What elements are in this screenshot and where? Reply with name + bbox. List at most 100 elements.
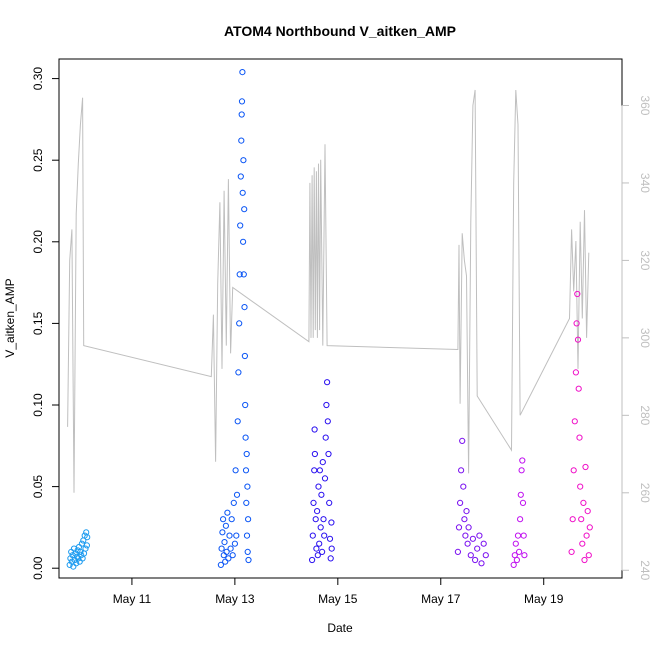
data-point-series-2 [233,491,241,498]
data-point-series-3 [311,450,318,458]
data-point-series-4 [480,540,487,547]
data-point-series-1 [77,548,84,556]
data-point-series-2 [221,539,228,546]
data-point-series-3 [315,483,322,490]
data-point-series-2 [238,137,245,144]
data-point-series-2 [239,69,246,76]
data-point-series-4 [467,552,474,559]
x-axis: May 11 May 13 May 15 May 17 May 19 [113,577,564,606]
data-point-series-6 [585,552,592,559]
y2-tick-label: 300 [638,328,650,348]
data-point-series-3 [327,555,334,562]
data-point-series-6 [580,499,587,506]
y2-tick-label: 340 [638,173,650,193]
data-point-series-2 [226,532,233,539]
data-point-series-5 [518,467,525,474]
data-point-series-3 [328,519,335,526]
data-point-series-2 [242,401,249,409]
data-point-series-2 [217,561,224,569]
data-point-series-2 [244,483,251,490]
y-axis: 0.00 0.05 0.10 0.15 0.20 0.25 0.30 [31,67,60,580]
x-tick-label: May 19 [524,592,564,606]
data-point-series-2 [241,304,248,311]
data-point-series-3 [319,459,326,466]
y-tick-label: 0.00 [31,556,45,580]
data-point-series-2 [229,552,236,559]
data-point-series-2 [243,499,250,506]
data-point-series-2 [242,434,249,441]
data-point-series-2 [234,418,241,425]
data-point-series-3 [309,532,316,539]
data-point-series-5 [512,540,519,547]
data-point-series-2 [225,555,232,562]
data-point-series-1 [75,543,83,551]
y2-tick-label: 320 [638,250,650,270]
data-point-series-6 [583,532,590,539]
data-point-series-2 [237,173,244,180]
data-point-series-2 [240,271,247,278]
data-point-series-5 [516,548,523,556]
x-tick-label: May 13 [215,592,255,606]
data-point-series-2 [243,450,250,458]
data-point-series-4 [482,552,489,559]
data-point-series-3 [313,545,320,552]
data-point-series-3 [328,545,335,552]
data-point-series-6 [568,548,575,556]
data-point-series-2 [239,189,246,196]
data-point-series-4 [461,516,468,523]
data-point-series-3 [311,426,318,433]
data-point-series-6 [584,508,591,515]
data-point-series-3 [325,450,332,458]
data-point-series-3 [316,540,323,547]
data-point-series-2 [224,509,231,516]
data-point-series-5 [517,516,524,523]
data-point-series-1 [83,542,91,549]
data-point-series-2 [232,467,239,474]
y2-axis: 240 260 280 300 320 340 360 [621,95,650,581]
data-point-series-3 [323,401,330,409]
data-point-series-6 [577,483,584,490]
y2-tick-label: 240 [638,560,650,580]
secondary-line-layer [67,89,590,493]
data-point-series-6 [570,467,577,474]
data-point-series-5 [521,552,528,559]
data-point-series-2 [237,222,244,229]
data-point-series-4 [472,556,479,564]
data-point-series-1 [73,560,80,567]
data-point-series-3 [322,434,329,441]
y-tick-label: 0.30 [31,67,45,91]
data-point-series-2 [223,548,230,556]
y-tick-label: 0.15 [31,311,45,335]
data-point-series-2 [242,467,250,474]
data-point-series-2 [241,206,248,213]
data-point-series-3 [309,556,316,564]
data-point-series-3 [316,467,323,474]
data-point-series-3 [320,516,327,523]
y-tick-label: 0.25 [31,148,45,172]
x-tick-label: May 17 [421,592,461,606]
data-point-series-6 [571,418,578,425]
data-point-series-3 [321,475,329,482]
data-point-series-1 [78,540,86,547]
data-point-series-2 [236,320,243,327]
data-point-series-4 [458,467,465,474]
data-point-series-4 [454,548,461,556]
data-point-series-5 [514,532,522,539]
y-tick-label: 0.20 [31,230,45,254]
data-point-series-2 [233,532,240,539]
data-point-series-2 [241,352,248,360]
data-point-series-2 [219,529,226,536]
data-point-series-4 [460,483,467,490]
data-point-series-2 [238,111,245,118]
y-tick-label: 0.10 [31,393,45,417]
data-point-series-2 [243,532,251,539]
data-point-series-2 [238,98,246,105]
data-point-series-5 [517,491,524,498]
data-point-series-4 [463,508,470,515]
data-point-series-2 [227,545,234,552]
data-point-series-3 [312,516,319,523]
data-point-series-5 [519,457,526,464]
data-point-series-6 [581,556,588,564]
data-point-series-6 [575,385,582,392]
y-axis-label: V_aitken_AMP [3,278,17,357]
